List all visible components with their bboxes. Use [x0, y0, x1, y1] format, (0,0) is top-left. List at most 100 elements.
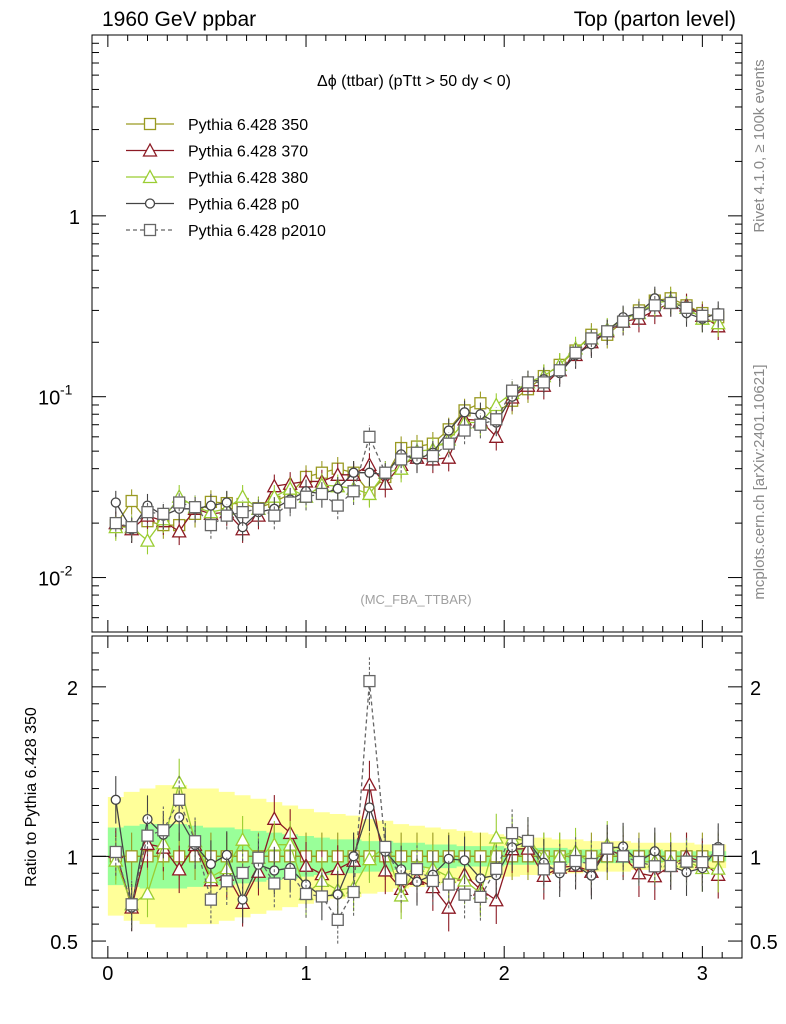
ratio-point: [268, 877, 281, 890]
series-line: [115, 302, 719, 528]
series-line: [115, 297, 719, 531]
data-point: [696, 309, 709, 322]
legend-marker: [143, 117, 157, 131]
ratio-point: [361, 851, 378, 866]
ratio-point: [188, 835, 202, 848]
ratio-point: [125, 850, 138, 863]
data-point: [348, 467, 359, 478]
ratio-point: [331, 913, 344, 927]
data-series: [108, 286, 726, 944]
data-point: [315, 487, 329, 501]
ratio-tick-label-left: 0.5: [50, 932, 78, 954]
y-tick-label-base: 10: [38, 388, 60, 410]
ratio-point: [171, 861, 187, 876]
ratio-point: [521, 834, 535, 848]
data-point: [268, 509, 281, 522]
ratio-point: [696, 856, 709, 869]
data-point: [235, 488, 251, 503]
legend-marker: [144, 198, 156, 209]
data-point: [505, 384, 519, 397]
ratio-point: [553, 861, 566, 874]
chart-text: 0 1 2 310 -210 -110.5 0.51 12 2Δϕ (ttbar) (pTtt …: [23, 59, 778, 985]
legend-entry: Pythia 6.428 350: [126, 117, 308, 134]
x-tick-label: 2: [499, 963, 510, 985]
data-point: [204, 518, 218, 532]
data-point: [221, 497, 232, 508]
data-point: [585, 332, 598, 345]
mcplots-label: mcplots.cern.ch [arXiv:2401.10621]: [751, 364, 768, 599]
data-point: [157, 507, 170, 521]
ratio-point: [236, 866, 249, 880]
data-point: [394, 453, 408, 466]
main-frame: [91, 34, 743, 633]
data-point: [426, 449, 440, 463]
data-point: [474, 418, 487, 431]
ratio-point: [204, 893, 218, 906]
ratio-point: [299, 887, 313, 901]
legend-label: Pythia 6.428 350: [188, 117, 308, 134]
ratio-point: [252, 851, 265, 864]
ratio-axis-label: Ratio to Pythia 6.428 350: [23, 707, 40, 887]
data-point: [171, 523, 187, 538]
ratio-point: [284, 867, 297, 880]
data-point: [601, 325, 614, 338]
data-point: [521, 376, 535, 389]
y-tick-label-exponent: -1: [60, 382, 73, 398]
data-point: [379, 466, 392, 479]
legend-entry: Pythia 6.428 p0: [126, 197, 299, 214]
ratio-point: [537, 863, 550, 876]
ratio-point: [332, 889, 343, 900]
ratio-point: [458, 888, 471, 901]
ratio-point: [601, 842, 614, 855]
x-tick-label: 0: [102, 963, 113, 985]
ratio-tick-label-right: 0.5: [750, 932, 778, 954]
ratio-point: [141, 829, 154, 842]
y-tick-label: 10 -1: [38, 382, 73, 410]
ratio-point: [220, 875, 233, 888]
ratio-point: [616, 850, 630, 863]
data-point: [236, 505, 249, 519]
data-point: [680, 301, 693, 314]
ratio-point: [505, 826, 519, 840]
y-tick-label-text: 1: [69, 207, 80, 229]
energy-label: 1960 GeV ppbar: [102, 8, 257, 31]
data-point: [237, 521, 248, 533]
series-4: [109, 291, 725, 944]
data-point: [632, 306, 646, 320]
ratio-point: [442, 878, 455, 891]
ratio-tick-label-right: 1: [750, 847, 761, 869]
analysis-watermark: (MC_FBA_TTBAR): [360, 592, 471, 607]
ratio-point: [664, 859, 677, 873]
data-point: [569, 346, 582, 359]
ratio-point: [680, 855, 693, 868]
rivet-version-label: Rivet 4.1.0, ≥ 100k events: [751, 59, 768, 232]
data-point: [252, 502, 265, 515]
data-point: [173, 496, 186, 509]
process-label: Top (parton level): [573, 8, 736, 31]
legend: Pythia 6.428 350 Pythia 6.428 370 Pythia 6…: [126, 117, 326, 240]
data-point: [488, 397, 504, 412]
data-point: [553, 364, 566, 377]
data-point: [443, 425, 454, 436]
ratio-point: [139, 885, 156, 900]
ratio-point: [712, 844, 725, 857]
ratio-point: [649, 846, 660, 857]
data-point: [299, 490, 313, 503]
data-point: [364, 467, 375, 478]
data-point: [648, 299, 661, 312]
ratio-point: [125, 898, 138, 911]
ratio-tick-label-left: 1: [67, 847, 78, 869]
data-point: [361, 486, 378, 501]
data-point: [188, 501, 202, 514]
legend-label: Pythia 6.428 370: [188, 144, 308, 161]
data-point: [712, 308, 725, 321]
ratio-point: [410, 862, 424, 876]
series-line: [115, 297, 719, 526]
data-point: [125, 520, 138, 534]
data-point: [141, 505, 154, 519]
ratio-point: [205, 858, 217, 870]
data-point: [363, 430, 376, 443]
ratio-point: [459, 855, 470, 866]
ratio-point: [648, 860, 661, 873]
